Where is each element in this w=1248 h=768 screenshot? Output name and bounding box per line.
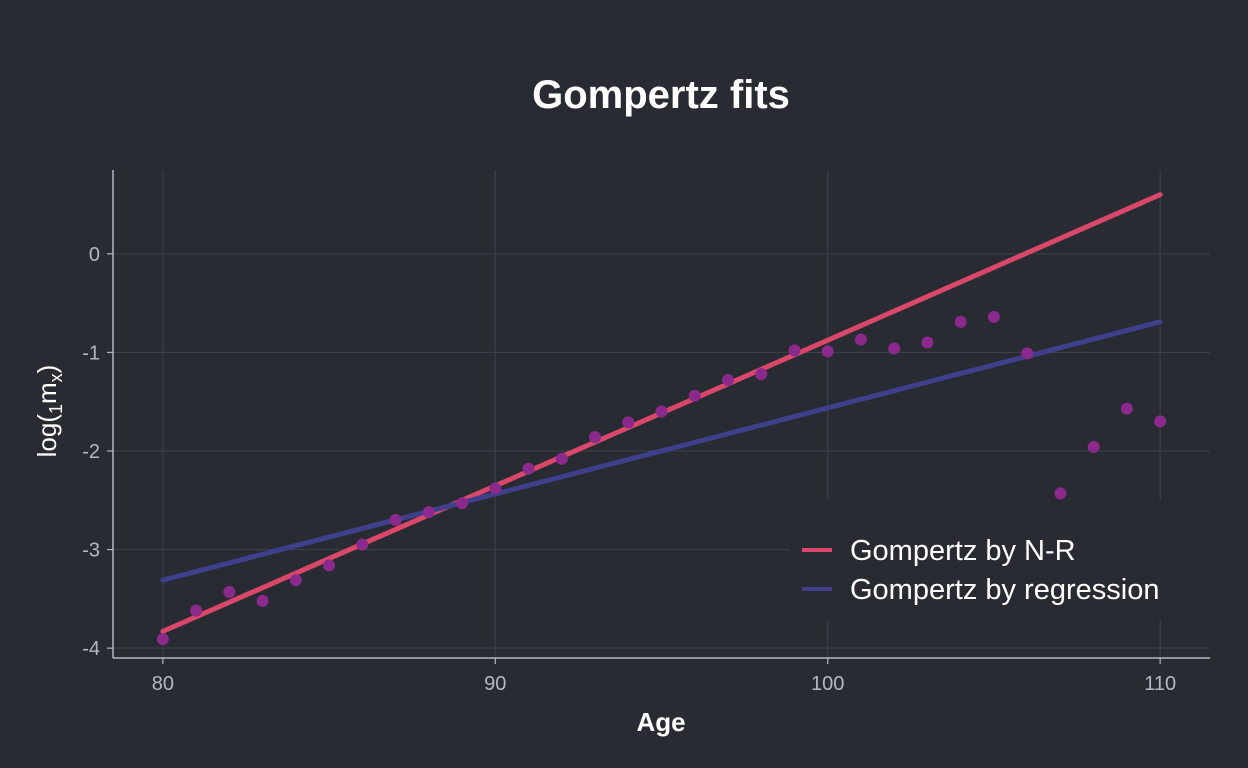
data-point	[655, 405, 668, 418]
data-point	[1154, 415, 1167, 428]
data-point	[688, 389, 701, 402]
data-point	[622, 416, 635, 429]
data-point	[356, 538, 369, 551]
y-tick-label: 0	[89, 244, 100, 266]
y-axis-title-sub2: x	[46, 373, 66, 382]
data-point	[256, 594, 269, 607]
x-tick-label: 80	[152, 673, 174, 695]
data-point	[987, 310, 1000, 323]
data-point	[389, 513, 402, 526]
data-point	[156, 633, 169, 646]
data-point	[1021, 347, 1034, 360]
data-point	[1054, 487, 1067, 500]
data-point	[755, 368, 768, 381]
data-point	[854, 333, 867, 346]
y-axis-title: log(1mx)	[32, 365, 66, 458]
data-point	[721, 373, 734, 386]
y-tick-label: -1	[82, 342, 100, 364]
y-tick-label: -4	[82, 638, 100, 660]
legend-label-nr: Gompertz by N-R	[850, 535, 1076, 567]
data-points	[156, 310, 1167, 646]
data-point	[788, 344, 801, 357]
legend-background	[790, 500, 1210, 620]
data-point	[489, 482, 502, 495]
data-point	[223, 585, 236, 598]
data-point	[456, 497, 469, 510]
data-point	[323, 559, 336, 572]
data-point	[921, 336, 934, 349]
legend: Gompertz by N-R Gompertz by regression	[790, 500, 1210, 620]
axis-ticks: 80 90 100 110 0 -1 -2 -3 -4	[82, 244, 1176, 695]
data-point	[954, 315, 967, 328]
y-tick-label: -3	[82, 540, 100, 562]
data-point	[1120, 402, 1133, 415]
y-tick-label: -2	[82, 441, 100, 463]
x-tick-label: 90	[484, 673, 506, 695]
legend-label-regression: Gompertz by regression	[850, 574, 1159, 606]
x-axis-title: Age	[636, 707, 685, 737]
fit-line-regression	[160, 319, 1163, 583]
y-axis-title-prefix: log(	[32, 414, 62, 458]
chart-title: Gompertz fits	[532, 73, 790, 117]
x-tick-label: 100	[811, 673, 844, 695]
data-point	[589, 431, 602, 444]
data-point	[1087, 441, 1100, 454]
data-point	[888, 342, 901, 355]
y-axis-title-main: m	[32, 382, 62, 404]
data-point	[821, 345, 834, 358]
data-point	[289, 574, 302, 587]
y-axis-title-suffix: )	[32, 365, 62, 374]
y-axis-title-sub1: 1	[46, 404, 66, 414]
x-tick-label: 110	[1144, 673, 1176, 695]
data-point	[555, 452, 568, 465]
data-point	[190, 604, 203, 617]
data-point	[422, 506, 435, 519]
data-point	[522, 462, 535, 475]
